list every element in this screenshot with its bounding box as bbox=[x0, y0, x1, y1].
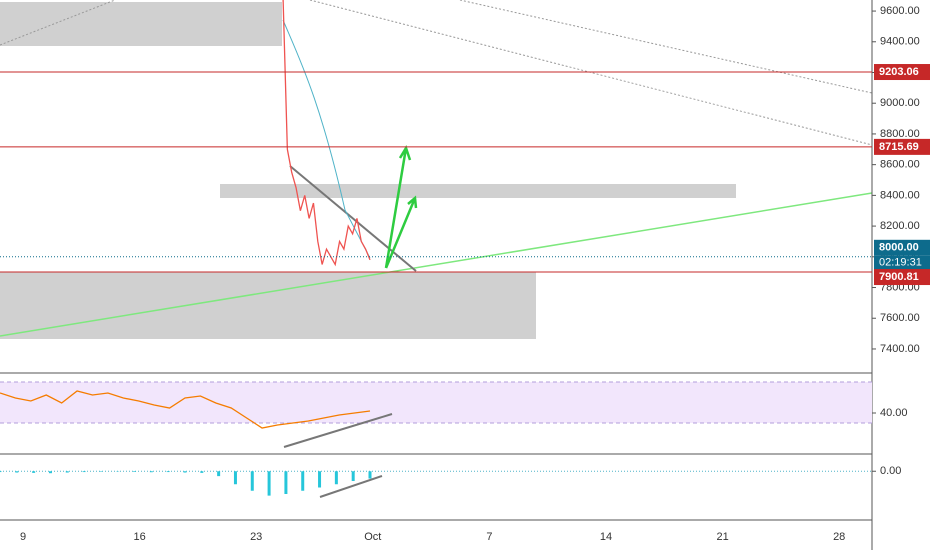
histogram-bar bbox=[200, 471, 204, 473]
trend-line bbox=[283, 413, 393, 448]
series-line bbox=[0, 390, 371, 429]
histogram-bar bbox=[32, 471, 36, 473]
x-tick-label: 21 bbox=[716, 531, 728, 543]
y-tick-label: 0.00 bbox=[880, 465, 901, 477]
x-tick-label: 7 bbox=[486, 531, 492, 543]
zone bbox=[0, 2, 282, 46]
x-tick-label: 28 bbox=[833, 531, 845, 543]
x-tick-label: Oct bbox=[364, 531, 381, 543]
y-tick-label: 7600.00 bbox=[880, 312, 920, 324]
price-label: 7900.81 bbox=[879, 271, 919, 283]
trend-line bbox=[0, 0, 116, 46]
zone bbox=[0, 272, 536, 339]
price-label-bg bbox=[874, 269, 930, 286]
price-label-bg bbox=[874, 64, 930, 81]
x-tick-label: 14 bbox=[600, 531, 612, 543]
countdown-bg bbox=[874, 255, 930, 270]
x-tick-label: 9 bbox=[20, 531, 26, 543]
price-label: 8715.69 bbox=[879, 141, 919, 153]
histogram-bar bbox=[82, 471, 86, 473]
arrow bbox=[384, 145, 418, 269]
histogram-bar bbox=[301, 471, 305, 491]
histogram-bar bbox=[0, 471, 2, 473]
histogram-bar bbox=[368, 471, 372, 479]
histogram-bar bbox=[166, 471, 170, 473]
histogram-bar bbox=[334, 471, 338, 485]
histogram-bar bbox=[217, 471, 221, 477]
histogram-bar bbox=[284, 471, 288, 494]
y-tick-label: 8600.00 bbox=[880, 159, 920, 171]
histogram-bar bbox=[351, 471, 355, 481]
y-tick-label: 9600.00 bbox=[880, 5, 920, 17]
y-tick-label: 9400.00 bbox=[880, 36, 920, 48]
y-tick-label: 8200.00 bbox=[880, 220, 920, 232]
histogram-bar bbox=[250, 471, 254, 491]
y-tick-label: 40.00 bbox=[880, 407, 908, 419]
price-label: 9203.06 bbox=[879, 66, 919, 78]
x-tick-label: 23 bbox=[250, 531, 262, 543]
trend-line bbox=[0, 192, 873, 337]
trend-line bbox=[319, 475, 383, 498]
histogram-bar bbox=[65, 471, 69, 473]
zone bbox=[220, 184, 736, 198]
series-line bbox=[282, 0, 371, 267]
countdown: 02:19:31 bbox=[879, 257, 922, 269]
y-tick-label: 9000.00 bbox=[880, 97, 920, 109]
histogram-bar bbox=[267, 471, 271, 496]
price-label: 8000.00 bbox=[879, 242, 919, 254]
y-tick-label: 7400.00 bbox=[880, 343, 920, 355]
trend-line bbox=[309, 0, 873, 146]
y-tick-label: 8400.00 bbox=[880, 189, 920, 201]
histogram-bar bbox=[149, 471, 153, 473]
price-label-bg bbox=[874, 239, 930, 256]
histogram-bar bbox=[133, 471, 137, 472]
histogram-bar bbox=[15, 471, 19, 473]
histogram-bar bbox=[183, 471, 187, 473]
moving-average bbox=[282, 19, 371, 259]
trend-line bbox=[289, 165, 417, 272]
x-tick-label: 16 bbox=[133, 531, 145, 543]
histogram-bar bbox=[233, 471, 237, 485]
rsi-band bbox=[0, 382, 872, 423]
histogram-bar bbox=[318, 471, 322, 488]
price-label-bg bbox=[874, 138, 930, 155]
histogram-bar bbox=[48, 471, 52, 474]
y-tick-label: 8800.00 bbox=[880, 128, 920, 140]
